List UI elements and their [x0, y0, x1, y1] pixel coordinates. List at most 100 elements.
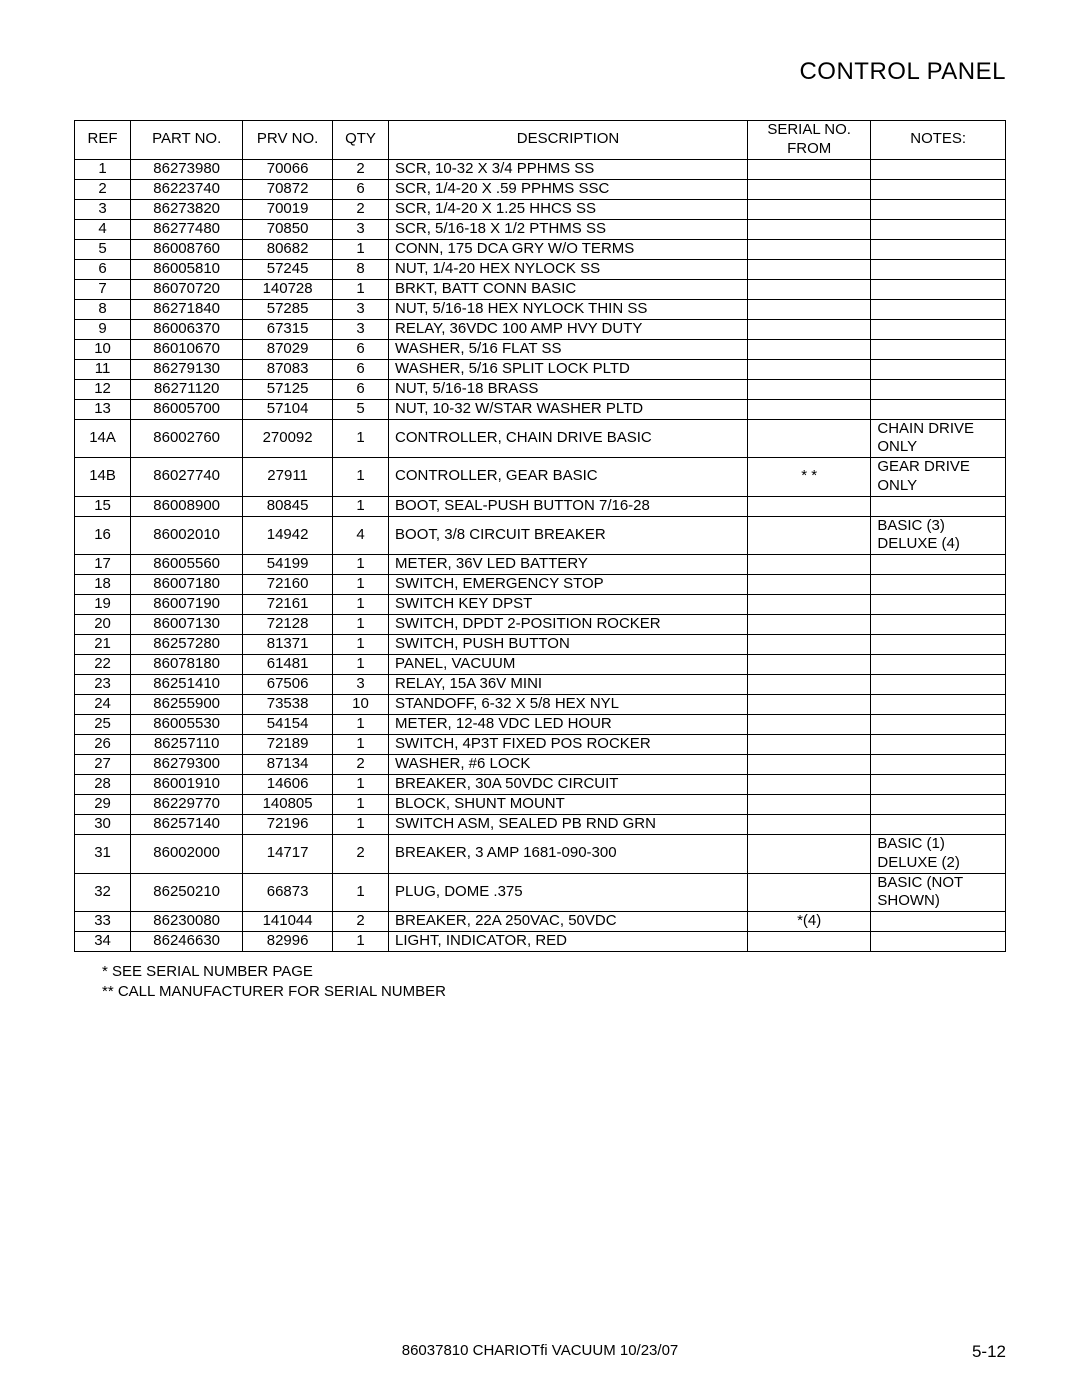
cell-part: 86230080 [131, 912, 243, 932]
cell-notes: CHAIN DRIVE ONLY [871, 419, 1006, 458]
cell-ref: 22 [75, 655, 131, 675]
cell-desc: BRKT, BATT CONN BASIC [389, 279, 748, 299]
cell-serial [747, 279, 870, 299]
cell-serial [747, 615, 870, 635]
cell-ref: 16 [75, 516, 131, 555]
table-row: 33862300801410442BREAKER, 22A 250VAC, 50… [75, 912, 1006, 932]
cell-serial [747, 695, 870, 715]
col-header-desc: DESCRIPTION [389, 121, 748, 160]
cell-notes [871, 239, 1006, 259]
cell-serial [747, 179, 870, 199]
cell-desc: SWITCH KEY DPST [389, 595, 748, 615]
cell-qty: 1 [332, 932, 388, 952]
cell-desc: WASHER, 5/16 SPLIT LOCK PLTD [389, 359, 748, 379]
cell-notes [871, 496, 1006, 516]
cell-prv: 70066 [243, 159, 333, 179]
cell-serial [747, 516, 870, 555]
cell-part: 86005700 [131, 399, 243, 419]
cell-serial [747, 219, 870, 239]
page-number: 5-12 [972, 1342, 1006, 1362]
table-row: 24862559007353810STANDOFF, 6-32 X 5/8 HE… [75, 695, 1006, 715]
table-row: 886271840572853NUT, 5/16-18 HEX NYLOCK T… [75, 299, 1006, 319]
cell-desc: METER, 12-48 VDC LED HOUR [389, 715, 748, 735]
cell-prv: 57245 [243, 259, 333, 279]
cell-prv: 80845 [243, 496, 333, 516]
cell-ref: 14A [75, 419, 131, 458]
cell-part: 86007190 [131, 595, 243, 615]
cell-ref: 28 [75, 775, 131, 795]
cell-desc: SCR, 1/4-20 X 1.25 HHCS SS [389, 199, 748, 219]
cell-desc: SCR, 5/16-18 X 1/2 PTHMS SS [389, 219, 748, 239]
cell-notes [871, 279, 1006, 299]
table-row: 14A860027602700921CONTROLLER, CHAIN DRIV… [75, 419, 1006, 458]
cell-part: 86007180 [131, 575, 243, 595]
cell-prv: 82996 [243, 932, 333, 952]
cell-ref: 13 [75, 399, 131, 419]
cell-desc: CONN, 175 DCA GRY W/O TERMS [389, 239, 748, 259]
cell-notes: BASIC (1) DELUXE (2) [871, 835, 1006, 874]
cell-serial [747, 259, 870, 279]
cell-ref: 12 [75, 379, 131, 399]
cell-prv: 141044 [243, 912, 333, 932]
cell-part: 86246630 [131, 932, 243, 952]
table-row: 29862297701408051BLOCK, SHUNT MOUNT [75, 795, 1006, 815]
cell-prv: 67315 [243, 319, 333, 339]
cell-serial [747, 399, 870, 419]
cell-qty: 3 [332, 675, 388, 695]
cell-desc: PANEL, VACUUM [389, 655, 748, 675]
cell-notes [871, 555, 1006, 575]
cell-serial [747, 775, 870, 795]
cell-serial [747, 815, 870, 835]
cell-prv: 70019 [243, 199, 333, 219]
cell-notes [871, 735, 1006, 755]
cell-desc: CONTROLLER, GEAR BASIC [389, 458, 748, 497]
cell-part: 86279130 [131, 359, 243, 379]
cell-notes [871, 575, 1006, 595]
table-row: 2786279300871342WASHER, #6 LOCK [75, 755, 1006, 775]
cell-ref: 7 [75, 279, 131, 299]
cell-part: 86251410 [131, 675, 243, 695]
cell-desc: SCR, 1/4-20 X .59 PPHMS SSC [389, 179, 748, 199]
cell-serial [747, 159, 870, 179]
cell-ref: 20 [75, 615, 131, 635]
cell-ref: 24 [75, 695, 131, 715]
cell-qty: 1 [332, 575, 388, 595]
cell-qty: 1 [332, 595, 388, 615]
cell-desc: STANDOFF, 6-32 X 5/8 HEX NYL [389, 695, 748, 715]
cell-ref: 34 [75, 932, 131, 952]
cell-prv: 57125 [243, 379, 333, 399]
cell-prv: 72189 [243, 735, 333, 755]
cell-notes [871, 339, 1006, 359]
cell-prv: 73538 [243, 695, 333, 715]
cell-qty: 1 [332, 715, 388, 735]
cell-desc: BREAKER, 3 AMP 1681-090-300 [389, 835, 748, 874]
cell-desc: BOOT, 3/8 CIRCUIT BREAKER [389, 516, 748, 555]
table-row: 2586005530541541METER, 12-48 VDC LED HOU… [75, 715, 1006, 735]
cell-serial [747, 299, 870, 319]
table-row: 1086010670870296WASHER, 5/16 FLAT SS [75, 339, 1006, 359]
cell-ref: 27 [75, 755, 131, 775]
cell-desc: SWITCH, EMERGENCY STOP [389, 575, 748, 595]
footnote-line: ** CALL MANUFACTURER FOR SERIAL NUMBER [102, 982, 1006, 1002]
table-row: 1786005560541991METER, 36V LED BATTERY [75, 555, 1006, 575]
cell-qty: 5 [332, 399, 388, 419]
cell-serial [747, 319, 870, 339]
cell-serial [747, 795, 870, 815]
col-header-part: PART NO. [131, 121, 243, 160]
cell-notes [871, 359, 1006, 379]
cell-serial [747, 339, 870, 359]
cell-notes [871, 755, 1006, 775]
cell-prv: 57285 [243, 299, 333, 319]
cell-notes: GEAR DRIVE ONLY [871, 458, 1006, 497]
cell-serial: * * [747, 458, 870, 497]
table-row: 2286078180614811PANEL, VACUUM [75, 655, 1006, 675]
cell-prv: 66873 [243, 873, 333, 912]
cell-serial [747, 419, 870, 458]
cell-ref: 4 [75, 219, 131, 239]
table-row: 186273980700662SCR, 10-32 X 3/4 PPHMS SS [75, 159, 1006, 179]
cell-prv: 87083 [243, 359, 333, 379]
cell-serial [747, 675, 870, 695]
cell-serial [747, 655, 870, 675]
cell-qty: 4 [332, 516, 388, 555]
cell-ref: 26 [75, 735, 131, 755]
